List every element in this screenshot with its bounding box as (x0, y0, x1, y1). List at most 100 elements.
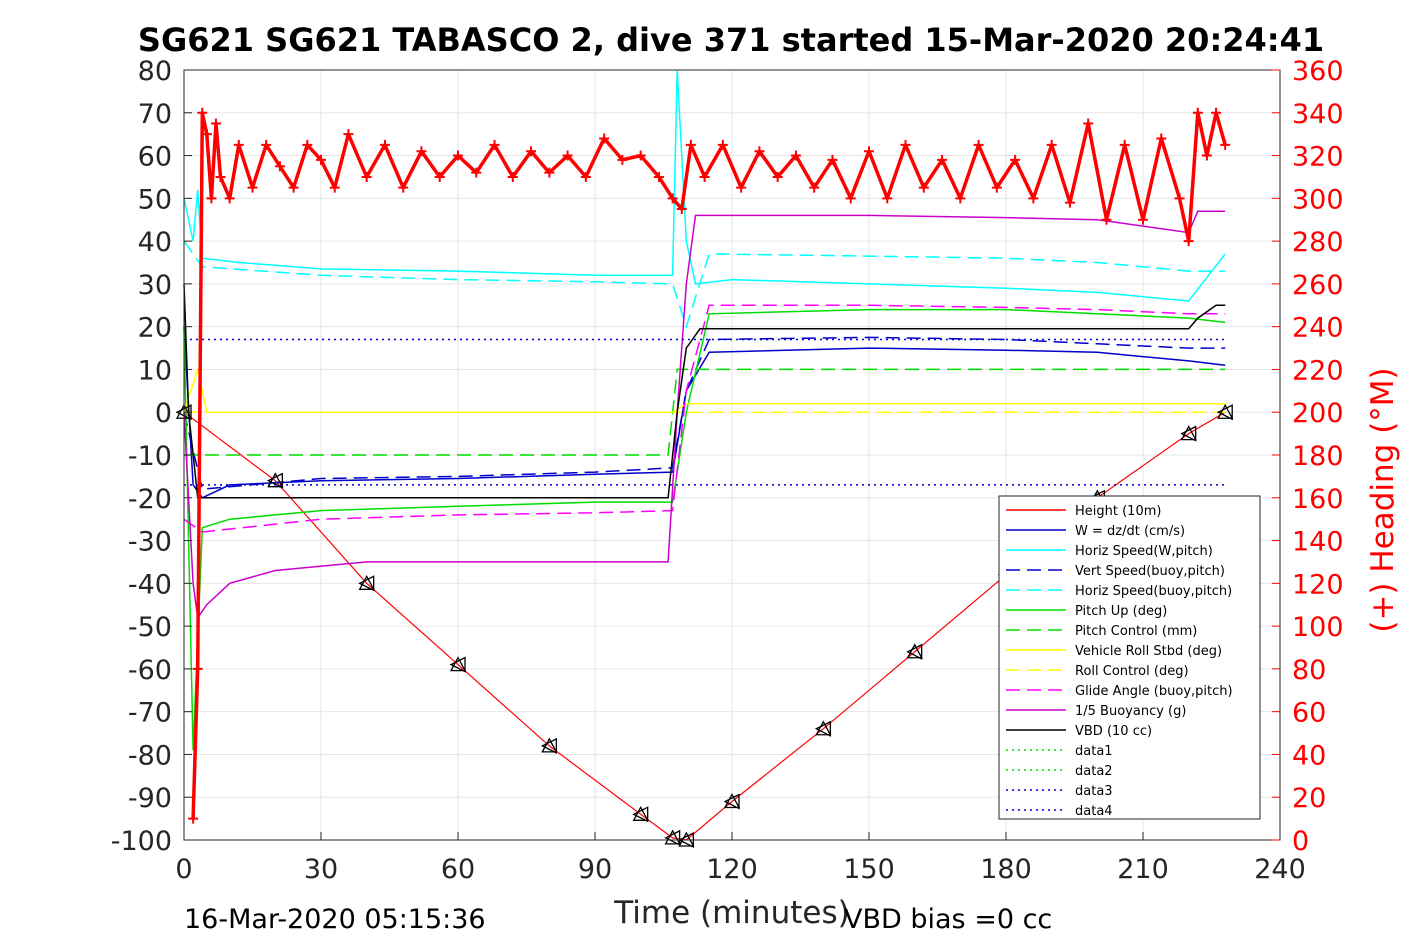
heading-point (667, 193, 678, 204)
depth-marker (1217, 403, 1234, 419)
series-line-5 (183, 308, 1226, 751)
heading-point (676, 204, 687, 215)
series-line-3 (183, 336, 1226, 491)
legend-items: Height (10m) W = dz/dt (cm/s) Horiz Speed(… (1006, 504, 1233, 819)
depth-marker (723, 793, 740, 810)
heading-point (434, 171, 445, 182)
heading-point (562, 150, 573, 161)
series-line-11 (183, 283, 1226, 499)
legend-label: Height (10m) (1075, 504, 1161, 519)
right-tick-label: 160 (1292, 484, 1344, 515)
heading-point (1119, 139, 1130, 150)
right-axis-label: (+) Heading (°M) (1365, 367, 1401, 632)
heading-point (489, 139, 500, 150)
heading-point (882, 193, 893, 204)
right-tick-label: 100 (1292, 612, 1344, 643)
right-tick-label: 80 (1292, 655, 1326, 686)
heading-point (210, 118, 221, 129)
heading-point (790, 150, 801, 161)
heading-point (900, 139, 911, 150)
x-tick-label: 180 (980, 854, 1032, 885)
heading-point (1174, 193, 1185, 204)
heading-point (937, 154, 948, 165)
heading-point (288, 182, 299, 193)
heading-point (201, 129, 212, 140)
series-line-4 (183, 240, 1226, 330)
y-tick-label: -80 (128, 740, 172, 771)
heading-point (653, 171, 664, 182)
heading-point (302, 139, 313, 150)
heading-point (635, 150, 646, 161)
right-tick-label: 300 (1292, 184, 1344, 215)
heading-point (379, 139, 390, 150)
heading-point (736, 182, 747, 193)
chart-title: SG621 SG621 TABASCO 2, dive 371 started … (138, 21, 1324, 59)
y-tick-label: -50 (128, 612, 172, 643)
right-tick-label: 0 (1292, 826, 1309, 857)
x-tick-label: 0 (175, 854, 192, 885)
legend-label: data4 (1075, 804, 1113, 819)
heading-point (754, 146, 765, 157)
heading-point (685, 139, 696, 150)
y-tick-label: -70 (128, 698, 172, 729)
depth-marker (632, 806, 649, 823)
heading-point (973, 139, 984, 150)
depth-marker (449, 656, 467, 672)
heading-point (864, 146, 874, 157)
heading-point (699, 171, 710, 182)
footer-timestamp: 16-Mar-2020 05:15:36 (184, 904, 486, 935)
depth-marker (540, 737, 557, 754)
depth-marker (815, 720, 832, 736)
heading-point (416, 146, 427, 157)
depth-marker (664, 829, 681, 845)
heading-point (1192, 107, 1203, 118)
y-tick-label: 30 (138, 270, 172, 301)
right-tick-label: 240 (1292, 313, 1344, 344)
heading-point (188, 813, 199, 824)
x-tick-label: 90 (578, 854, 612, 885)
series-line-1 (183, 326, 1226, 499)
y-tick-label: 70 (138, 99, 172, 130)
heading-point (617, 154, 628, 165)
bottom-axis-ticks: 0 30 60 90 120 150 180 210 240 (175, 832, 1306, 885)
depth-marker (358, 574, 375, 590)
heading-point (717, 139, 728, 150)
heading-point (772, 171, 783, 182)
legend-label: Pitch Control (mm) (1075, 624, 1197, 639)
depth-marker (814, 720, 831, 737)
series-line-9 (183, 304, 1226, 533)
heading-point (1064, 197, 1075, 208)
right-tick-label: 200 (1292, 398, 1344, 429)
footer-vbd-bias: VBD bias =0 cc (844, 904, 1052, 935)
legend: Height (10m) W = dz/dt (cm/s) Horiz Speed(… (998, 495, 1261, 820)
y-tick-label: -10 (128, 441, 172, 472)
heading-point (215, 171, 226, 182)
y-tick-label: -90 (128, 783, 172, 814)
right-tick-label: 140 (1292, 527, 1344, 558)
legend-label: data1 (1075, 744, 1113, 759)
legend-label: Pitch Up (deg) (1075, 604, 1167, 619)
heading-point (955, 193, 966, 204)
legend-label: VBD (10 cc) (1075, 724, 1152, 739)
right-tick-label: 120 (1292, 569, 1344, 600)
x-tick-label: 30 (304, 854, 338, 885)
y-tick-label: 20 (138, 313, 172, 344)
y-tick-label: 0 (155, 398, 172, 429)
legend-label: Vert Speed(buoy,pitch) (1075, 564, 1225, 579)
heading-point (1211, 107, 1222, 118)
legend-label: Horiz Speed(W,pitch) (1075, 544, 1213, 559)
legend-label: Roll Control (deg) (1075, 664, 1189, 679)
x-tick-label: 60 (441, 854, 475, 885)
depth-marker (358, 575, 375, 592)
x-tick-label: 150 (843, 854, 895, 885)
y-tick-label: -20 (128, 484, 172, 515)
heading-point (1156, 133, 1167, 144)
y-tick-label: -100 (111, 826, 172, 857)
y-tick-label: 50 (138, 184, 172, 215)
heading-point (1183, 236, 1194, 247)
heading-point (274, 161, 285, 172)
heading-point (316, 154, 326, 165)
depth-marker (267, 472, 284, 488)
heading-point (329, 182, 340, 193)
